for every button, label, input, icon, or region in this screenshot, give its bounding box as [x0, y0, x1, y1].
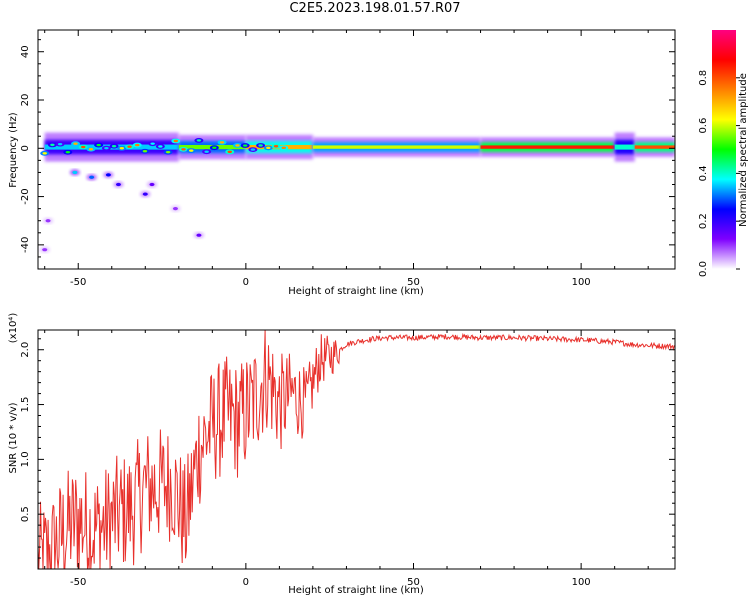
x-tick-label: 0	[243, 577, 249, 588]
band-speckle-core	[104, 146, 109, 150]
figure-title: C2E5.2023.198.01.57.R07	[289, 1, 461, 16]
snr-y-ticks: 0.5 1.0 1.5 2.0	[20, 338, 675, 559]
spectrogram-panel: -50 0 50 100 -40 -20 0 20 40 Height of straight…	[8, 29, 676, 297]
y-tick-label: 1.0	[20, 451, 31, 467]
colorbar-tick-label: 0.6	[698, 118, 709, 134]
colorbar-tick-label: 0.4	[698, 165, 709, 181]
x-tick-label: 100	[572, 577, 591, 588]
y-tick-label: -20	[20, 188, 31, 204]
band-speckle-core	[142, 150, 148, 153]
x-tick-label: -50	[70, 277, 86, 288]
snr-series-line	[38, 330, 675, 569]
band-speckle-core	[158, 145, 163, 148]
scatter-blob	[89, 175, 95, 179]
band-speckle-core	[212, 146, 217, 149]
band-speckle-core	[135, 143, 140, 147]
colorbar-label: Normalized spectral amplitude	[738, 73, 749, 227]
y-tick-label: -40	[20, 237, 31, 253]
band-speckle-core	[227, 150, 232, 154]
scatter-blob	[196, 233, 202, 237]
y-tick-label: 1.5	[20, 397, 31, 413]
snr-x-axis-label: Height of straight line (km)	[288, 585, 424, 596]
y-tick-label: 0.5	[20, 506, 31, 522]
band-speckle-core	[65, 151, 71, 154]
scatter-blob	[72, 170, 78, 175]
colorbar: 0.0 0.2 0.4 0.6 0.8 Normalized spectral ampl…	[698, 30, 749, 277]
y-tick-label: 40	[20, 45, 31, 58]
scatter-blob	[45, 219, 51, 223]
band-speckle-core	[219, 141, 225, 144]
band-speckle-core	[42, 152, 47, 155]
scatter-blob	[149, 182, 155, 187]
band-speckle-core	[165, 150, 171, 154]
x-tick-label: 0	[243, 277, 249, 288]
band-core	[614, 144, 635, 150]
colorbar-ticks: 0.0 0.2 0.4 0.6 0.8	[698, 70, 740, 277]
band-core	[634, 145, 675, 149]
snr-frame	[37, 329, 676, 570]
band-speckle-core	[73, 142, 78, 145]
y-tick-label: 0	[20, 145, 31, 151]
y-tick-label: 20	[20, 94, 31, 107]
snr-plot-area	[38, 330, 675, 569]
band-speckle-core	[235, 144, 240, 147]
band-speckle-core	[281, 146, 286, 150]
spectrogram-y-ticks: -40 -20 0 20 40	[20, 39, 675, 270]
band-core	[480, 145, 615, 149]
spectrogram-x-axis-label: Height of straight line (km)	[288, 286, 424, 297]
band-speckle-core	[204, 150, 209, 153]
band-speckle-core	[250, 148, 256, 151]
band-speckle-core	[266, 146, 271, 150]
band-speckle-core	[50, 143, 55, 147]
band-speckle-core	[88, 148, 94, 151]
spectrogram-frame	[37, 29, 676, 270]
snr-y-multiplier: (x10⁴)	[8, 313, 19, 344]
spectrogram-heatmap	[39, 132, 675, 253]
colorbar-tick-label: 0.8	[698, 70, 709, 86]
spectrogram-y-axis-label: Frequency (Hz)	[8, 112, 19, 188]
y-tick-label: 2.0	[20, 342, 31, 358]
scatter-blob	[172, 207, 178, 211]
band-speckle-core	[57, 142, 63, 146]
scatter-blob	[142, 192, 148, 196]
snr-y-axis-label: SNR (10 * v/v)	[8, 402, 19, 473]
band-speckle-core	[173, 139, 178, 143]
spectrogram-x-ticks: -50 0 50 100	[44, 30, 649, 288]
band-speckle-core	[189, 149, 194, 152]
band-speckle-core	[258, 144, 263, 147]
band-speckle-core	[273, 145, 279, 148]
scatter-blob	[115, 182, 121, 187]
snr-panel: -50 0 50 100 0.5 1.0 1.5 2.0 Height of straigh…	[8, 313, 676, 596]
colorbar-tick-label: 0.2	[698, 213, 709, 229]
band-speckle-core	[150, 142, 155, 145]
colorbar-scale	[712, 30, 736, 269]
band-speckle-core	[196, 139, 202, 142]
band-speckle-core	[242, 144, 248, 147]
x-tick-label: -50	[70, 577, 86, 588]
colorbar-tick-label: 0.0	[698, 261, 709, 277]
band-speckle-core	[181, 148, 186, 151]
x-tick-label: 100	[572, 277, 591, 288]
band-speckle-core	[96, 143, 101, 147]
band-speckle-core	[111, 145, 117, 148]
x-tick-label: 50	[407, 277, 420, 288]
snr-x-ticks: -50 0 50 100	[44, 330, 649, 588]
x-tick-label: 50	[407, 577, 420, 588]
scatter-blob	[42, 248, 48, 252]
band-speckle-core	[119, 147, 125, 150]
scatter-blob	[105, 173, 111, 177]
band-core	[312, 145, 481, 149]
band-speckle-core	[81, 145, 86, 149]
band-speckle-core	[127, 145, 132, 148]
